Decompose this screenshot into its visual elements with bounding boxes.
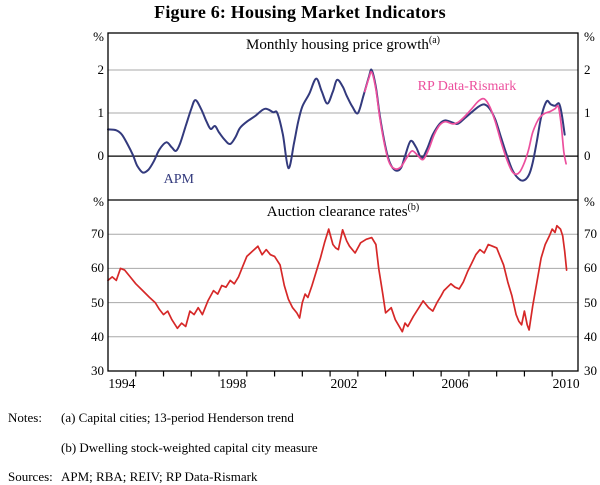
note-a-text: (a) Capital cities; 13-period Henderson … [61, 410, 294, 425]
footnote-marker-a: (a) [428, 35, 440, 46]
x-tick-label: 1998 [219, 376, 247, 391]
y-tick-label-left: 40 [91, 328, 104, 344]
y-tick-label-left: 70 [91, 226, 104, 242]
note-row-a: Notes: (a) Capital cities; 13-period Hend… [8, 410, 592, 426]
sources-row: Sources: APM; RBA; REIV; RP Data-Rismark [8, 469, 592, 485]
y-tick-label-right: 40 [584, 328, 597, 344]
y-axis-unit-left: % [93, 194, 104, 209]
x-tick-label: 2006 [441, 376, 469, 391]
sources-label: Sources: [8, 469, 53, 484]
x-tick-label: 1994 [108, 376, 136, 391]
y-tick-label-left: 60 [91, 260, 104, 276]
x-tick-label: 2010 [552, 376, 580, 391]
y-tick-label-right: 60 [584, 260, 597, 276]
y-tick-label-left: 50 [91, 294, 104, 310]
panel-title-text: Monthly housing price growth [245, 37, 429, 53]
y-axis-unit-right: % [584, 194, 595, 209]
y-tick-label-right: 1 [584, 105, 591, 121]
series-label-apm: APM [163, 171, 194, 187]
panel-title-text: Auction clearance rates [266, 204, 408, 220]
y-tick-label-right: 30 [584, 363, 597, 378]
series-line-auction-clearance-rates [107, 224, 568, 333]
y-tick-label-left: 2 [97, 62, 105, 77]
notes-label: Notes: [8, 410, 42, 425]
footnote-marker-b: (b) [407, 202, 420, 213]
note-row-b: (b) Dwelling stock-weighted capital city… [8, 440, 592, 456]
panel-title-clearance-rates: Auction clearance rates(b) [108, 202, 578, 221]
panel-title-price-growth: Monthly housing price growth(a) [108, 35, 578, 54]
y-tick-label-right: 2 [584, 62, 591, 77]
y-tick-label-right: 50 [584, 294, 597, 310]
series-line-rp-data-rismark [363, 70, 567, 176]
y-tick-label-right: 0 [584, 148, 591, 164]
series-line-apm [107, 68, 566, 182]
note-b-text: (b) Dwelling stock-weighted capital city… [61, 440, 318, 455]
y-tick-label-right: 70 [584, 226, 597, 242]
y-axis-unit-right: % [584, 29, 595, 44]
sources-text: APM; RBA; REIV; RP Data-Rismark [61, 469, 258, 484]
y-tick-label-left: 1 [97, 105, 105, 121]
y-tick-label-left: 0 [97, 148, 105, 164]
series-label-rp-data-rismark: RP Data-Rismark [417, 79, 517, 95]
plot-frame [107, 32, 579, 372]
y-axis-unit-left: % [93, 29, 104, 44]
x-tick-label: 2002 [330, 376, 358, 391]
y-tick-label-left: 30 [91, 363, 104, 378]
figure-title: Figure 6: Housing Market Indicators [154, 2, 446, 22]
